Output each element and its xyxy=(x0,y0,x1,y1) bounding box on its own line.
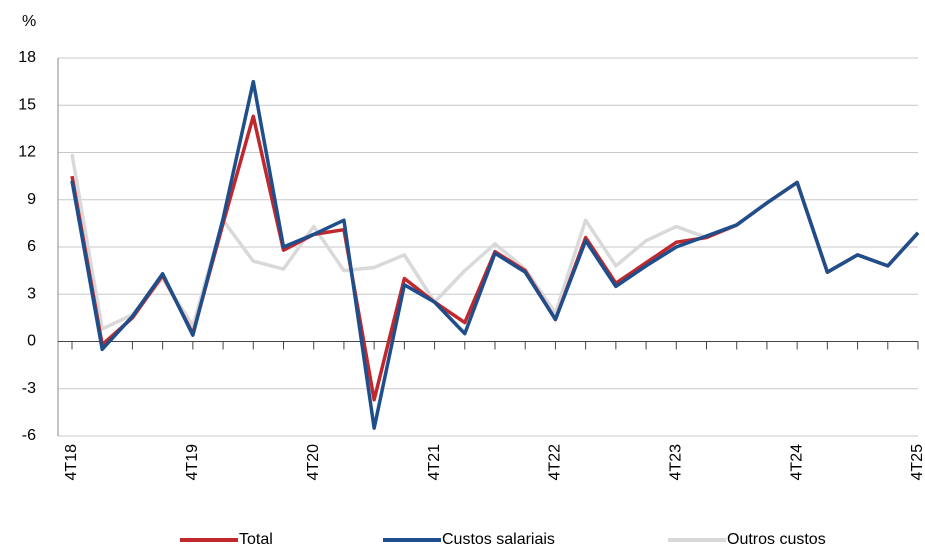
unit-label: % xyxy=(22,13,36,30)
x-tick-label: 4T25 xyxy=(909,444,925,481)
x-tick-label: 4T21 xyxy=(426,444,443,481)
x-tick-label: 4T19 xyxy=(184,444,201,481)
legend-label: Outros custos xyxy=(727,531,826,548)
y-tick-label: 9 xyxy=(27,191,36,208)
x-tick-label: 4T23 xyxy=(668,444,685,481)
y-tick-label: 3 xyxy=(27,285,36,302)
y-tick-label: 15 xyxy=(18,96,36,113)
y-tick-label: 12 xyxy=(18,144,36,161)
series-line xyxy=(70,153,920,331)
x-tick-label: 4T24 xyxy=(788,444,805,481)
x-tick-label: 4T18 xyxy=(63,444,80,481)
legend-label: Custos salariais xyxy=(442,531,555,548)
x-tick-label: 4T22 xyxy=(547,444,564,481)
series-line xyxy=(70,79,920,430)
y-tick-label: 0 xyxy=(27,333,36,350)
legend-label: Total xyxy=(239,531,273,548)
y-tick-label: -3 xyxy=(22,380,36,397)
y-tick-label: 6 xyxy=(27,238,36,255)
x-tick-label: 4T20 xyxy=(305,444,322,481)
y-tick-label: -6 xyxy=(22,427,36,444)
y-tick-label: 18 xyxy=(18,49,36,66)
